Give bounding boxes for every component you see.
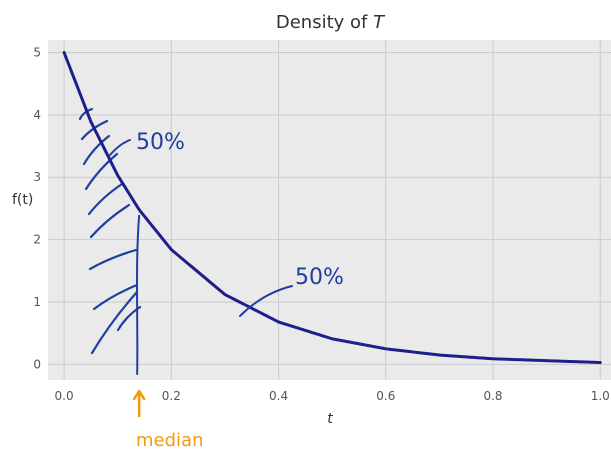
- x-tick-label: 0.4: [269, 389, 288, 403]
- hatch-mark: [90, 290, 139, 355]
- density-curve: [62, 50, 602, 365]
- hatch-mark: [88, 248, 138, 271]
- left-area-label: 50%: [136, 130, 185, 155]
- left-area-leader: [109, 139, 131, 156]
- y-tick-label: 1: [33, 295, 41, 309]
- y-tick-label: 0: [33, 357, 41, 371]
- x-tick-label: 1.0: [591, 389, 610, 403]
- y-tick-label: 5: [33, 45, 41, 59]
- median-label: median: [136, 430, 203, 451]
- hatch-mark: [84, 152, 119, 191]
- x-tick-label: 0.8: [483, 389, 502, 403]
- median-arrow-head: [132, 389, 146, 401]
- plot-background: [48, 40, 611, 380]
- hatch-mark: [87, 182, 124, 216]
- axis-ticks: 0.0 0.2 0.4 0.6 0.8 1.0 0 1 2 3 4 5: [33, 45, 609, 403]
- chart-title: Density of T: [276, 12, 386, 33]
- median-line: [136, 214, 141, 375]
- hatch-mark: [78, 107, 94, 121]
- y-tick-label: 2: [33, 233, 41, 247]
- x-axis-label: t: [327, 411, 333, 427]
- right-area-leader: [239, 285, 293, 317]
- y-tick-label: 4: [33, 108, 41, 122]
- y-tick-label: 3: [33, 170, 41, 184]
- x-tick-label: 0.6: [376, 389, 395, 403]
- hatch-mark: [82, 134, 111, 166]
- x-tick-label: 0.0: [55, 389, 74, 403]
- x-tick-label: 0.2: [162, 389, 181, 403]
- y-axis-label: f(t): [12, 192, 33, 208]
- hatch-mark: [89, 203, 131, 239]
- grid-lines: [48, 40, 611, 380]
- right-area-label: 50%: [295, 265, 344, 290]
- hatch-mark: [92, 283, 139, 311]
